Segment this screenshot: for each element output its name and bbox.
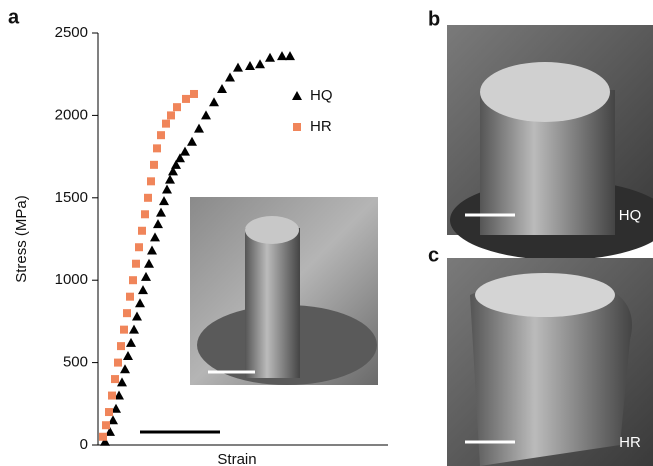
data-point (111, 375, 119, 383)
data-point (182, 95, 190, 103)
data-point (123, 351, 133, 360)
data-point (190, 90, 198, 98)
data-point (162, 120, 170, 128)
image-label: HQ (619, 207, 642, 224)
data-point (99, 433, 107, 441)
x-axis-label: Strain (217, 451, 256, 466)
inset-image (190, 197, 378, 385)
figure: HQ HR a b c Strain Stress (MPa) 0 500 1000… (0, 0, 653, 466)
data-point (162, 185, 172, 194)
data-point (153, 144, 161, 152)
data-point (147, 177, 155, 185)
data-point (141, 272, 151, 281)
legend-label: HR (310, 118, 332, 135)
y-tick-label: 1000 (55, 271, 88, 288)
data-point (173, 103, 181, 111)
data-point (285, 51, 295, 60)
data-point (245, 61, 255, 70)
legend-marker (292, 91, 302, 100)
data-point (157, 131, 165, 139)
panel-b-image (447, 25, 653, 260)
data-point (126, 293, 134, 301)
data-point (129, 276, 137, 284)
data-point (194, 124, 204, 133)
data-point (132, 311, 142, 320)
data-point (144, 194, 152, 202)
data-point (147, 246, 157, 255)
data-point (132, 260, 140, 268)
data-point (165, 175, 175, 184)
data-point (129, 325, 139, 334)
data-point (117, 342, 125, 350)
y-tick-label: 1500 (55, 189, 88, 206)
panel-label: b (428, 8, 440, 30)
data-point (217, 84, 227, 93)
data-point (150, 232, 160, 241)
data-point (135, 298, 145, 307)
data-point (105, 408, 113, 416)
y-tick-label: 2500 (55, 24, 88, 41)
panel-label: a (8, 6, 20, 28)
data-point (144, 259, 154, 268)
data-point (156, 208, 166, 217)
legend-label: HQ (310, 87, 333, 104)
data-point (225, 72, 235, 81)
data-point (138, 227, 146, 235)
data-point (114, 359, 122, 367)
data-point (201, 110, 211, 119)
data-point (102, 421, 110, 429)
image-label: HR (619, 434, 641, 451)
data-point (153, 219, 163, 228)
y-axis-label: Stress (MPa) (13, 195, 30, 283)
data-point (138, 285, 148, 294)
data-point (233, 63, 243, 72)
data-point (255, 59, 265, 68)
data-point (277, 51, 287, 60)
y-tick-label: 2000 (55, 106, 88, 123)
panel-label: c (428, 244, 439, 266)
data-point (265, 53, 275, 62)
data-point (141, 210, 149, 218)
data-point (159, 196, 169, 205)
legend-marker (293, 123, 301, 131)
data-point (150, 161, 158, 169)
data-point (167, 111, 175, 119)
data-point (123, 309, 131, 317)
y-tick-label: 500 (63, 354, 88, 371)
y-tick-label: 0 (80, 436, 88, 453)
data-point (187, 137, 197, 146)
data-point (108, 392, 116, 400)
data-point (126, 338, 136, 347)
data-point (209, 97, 219, 106)
data-point (180, 147, 190, 156)
data-point (135, 243, 143, 251)
data-point (120, 326, 128, 334)
